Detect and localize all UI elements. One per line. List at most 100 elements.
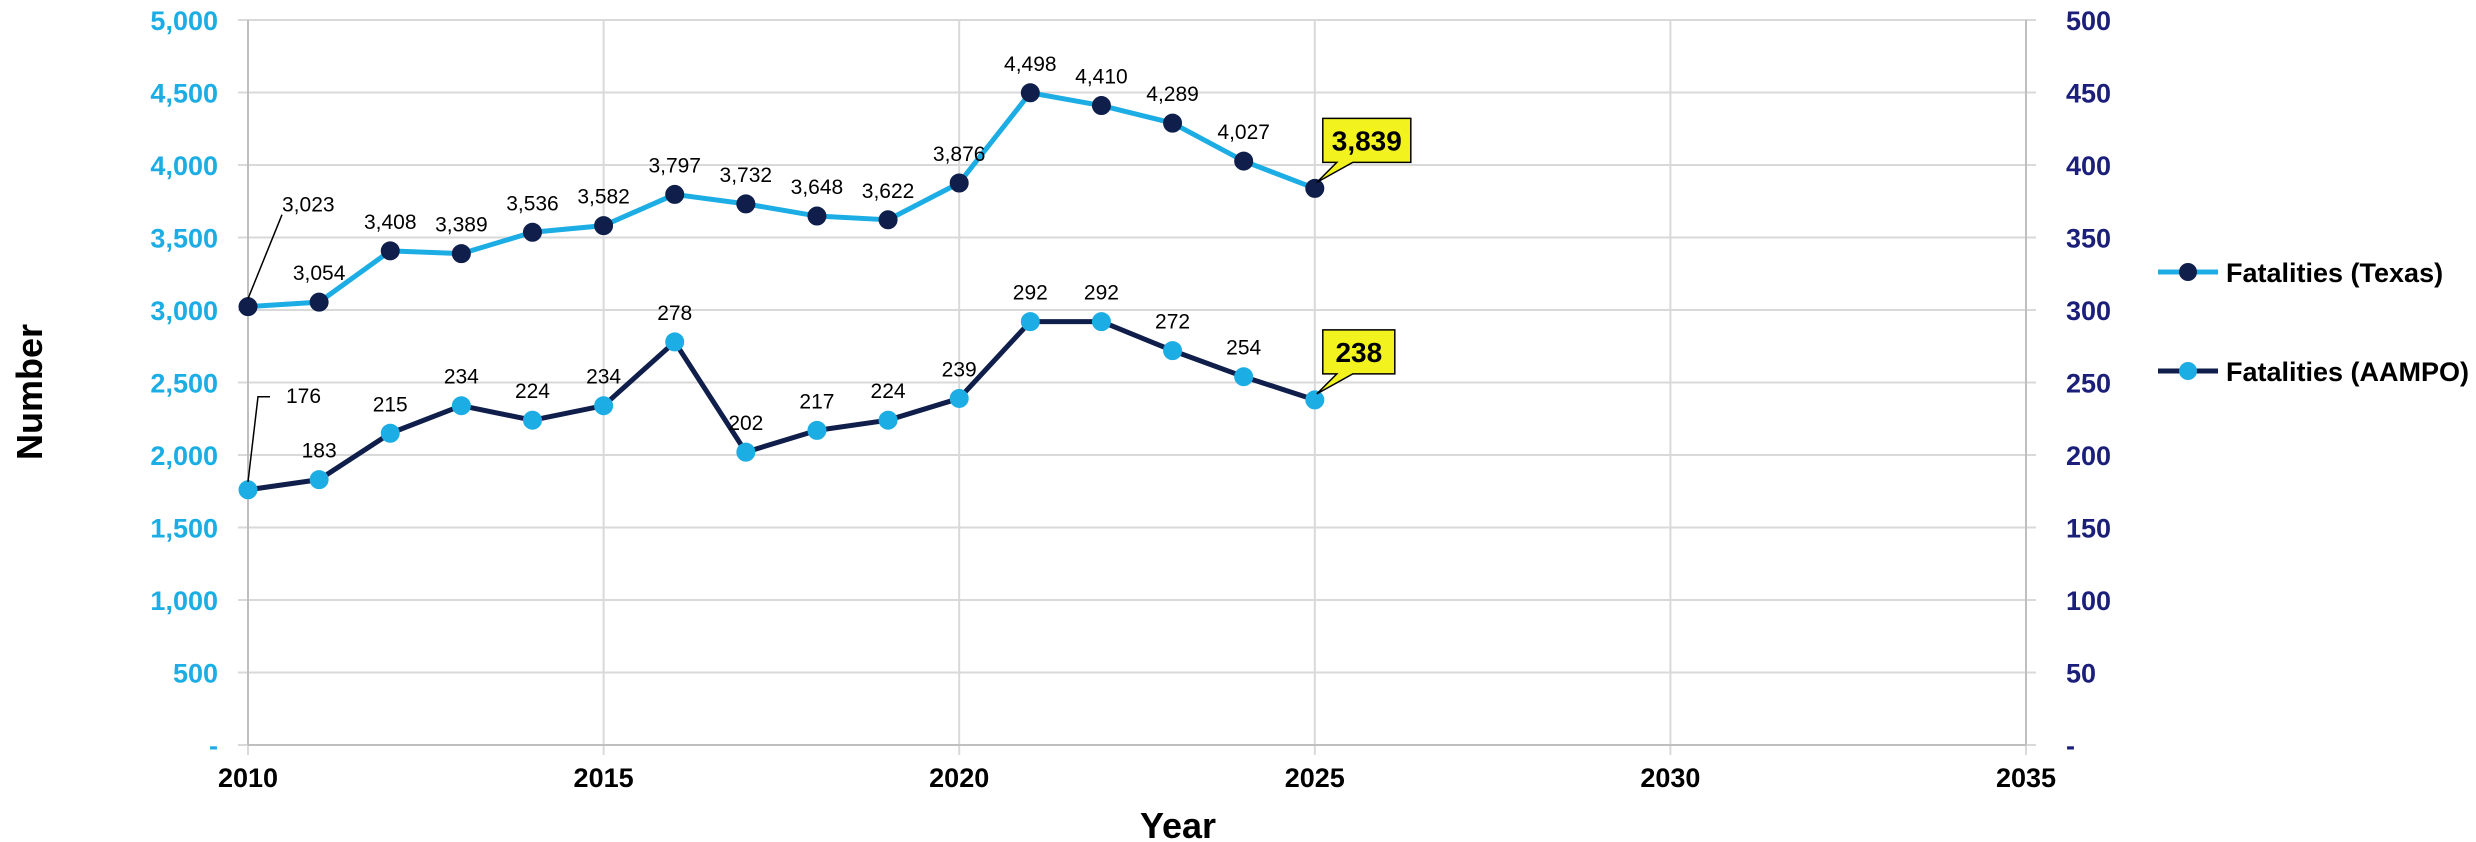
y-left-tick-label: 5,000 xyxy=(150,6,218,36)
x-tick-label: 2015 xyxy=(574,763,634,793)
y-right-tick-label: 200 xyxy=(2066,441,2111,471)
callout-box xyxy=(1316,117,1412,184)
callout-box xyxy=(1316,329,1396,395)
series-layer xyxy=(238,83,1325,500)
data-label: 4,289 xyxy=(1146,83,1199,106)
data-label: 3,582 xyxy=(577,186,630,209)
y-left-tick-label: 1,500 xyxy=(150,514,218,544)
series-line-0 xyxy=(247,90,1316,310)
data-label: 4,498 xyxy=(1004,53,1057,76)
series-point-0 xyxy=(522,222,542,242)
series-point-1 xyxy=(238,480,258,500)
series-point-1 xyxy=(594,396,614,416)
series-point-1 xyxy=(1163,341,1183,361)
series-point-0 xyxy=(1020,83,1040,103)
data-label: 3,054 xyxy=(293,262,346,285)
series-line-1 xyxy=(247,319,1316,493)
series-point-0 xyxy=(807,206,827,226)
data-label: 4,410 xyxy=(1075,66,1128,89)
y-right-tick-label: 400 xyxy=(2066,151,2111,181)
series-point-1 xyxy=(451,396,471,416)
y-right-tick-label: 450 xyxy=(2066,79,2111,109)
data-label: 3,536 xyxy=(506,192,559,215)
legend: Fatalities (Texas) Fatalities (AAMPO) xyxy=(2158,258,2469,387)
series-point-0 xyxy=(451,244,471,264)
data-label: 272 xyxy=(1155,311,1190,334)
data-label: 183 xyxy=(302,440,337,463)
data-label: 278 xyxy=(657,302,692,325)
y-right-tick-label: 50 xyxy=(2066,659,2096,689)
series-point-1 xyxy=(1091,312,1111,332)
y-right-tick-label: 100 xyxy=(2066,586,2111,616)
data-label: 215 xyxy=(373,393,408,416)
y-right-tick-label: 250 xyxy=(2066,369,2111,399)
data-label: 217 xyxy=(799,390,834,413)
y-left-tick-label: - xyxy=(209,731,218,761)
series-point-0 xyxy=(594,216,614,236)
x-tick-label: 2035 xyxy=(1996,763,2056,793)
series-point-0 xyxy=(309,292,329,312)
series-point-1 xyxy=(1305,390,1325,410)
callout-label: 3,839 xyxy=(1332,125,1402,156)
data-label: 3,408 xyxy=(364,211,417,234)
y-left-tick-label: 4,500 xyxy=(150,79,218,109)
callout-label: 238 xyxy=(1335,337,1382,368)
y-right-tick-label: 500 xyxy=(2066,6,2111,36)
y-left-tick-label: 2,000 xyxy=(150,441,218,471)
axes: - - 500 50 1,000 100 1,500 150 2,000 200 2,500 250 3… xyxy=(150,6,2111,793)
data-label: 234 xyxy=(444,366,479,389)
series-point-0 xyxy=(1091,96,1111,116)
data-label: 3,622 xyxy=(862,180,915,203)
x-tick-label: 2020 xyxy=(929,763,989,793)
series-point-0 xyxy=(949,173,969,193)
series-point-1 xyxy=(807,420,827,440)
data-label: 4,027 xyxy=(1217,121,1270,144)
y-right-tick-label: 300 xyxy=(2066,296,2111,326)
series-point-0 xyxy=(1163,113,1183,133)
legend-label-0: Fatalities (Texas) xyxy=(2226,258,2443,288)
legend-marker-1 xyxy=(2179,362,2197,380)
x-tick-label: 2030 xyxy=(1640,763,1700,793)
y-left-tick-label: 4,000 xyxy=(150,151,218,181)
y-right-tick-label: 150 xyxy=(2066,514,2111,544)
series-point-0 xyxy=(736,194,756,214)
data-label: 234 xyxy=(586,366,621,389)
y-left-tick-label: 3,000 xyxy=(150,296,218,326)
data-label: 292 xyxy=(1013,282,1048,305)
y-left-tick-label: 3,500 xyxy=(150,224,218,254)
data-label: 224 xyxy=(871,380,906,403)
series-point-1 xyxy=(522,410,542,430)
data-label: 292 xyxy=(1084,282,1119,305)
data-label: 3,797 xyxy=(648,154,701,177)
series-point-1 xyxy=(380,423,400,443)
series-point-0 xyxy=(380,241,400,261)
data-label: 3,876 xyxy=(933,143,986,166)
legend-marker-0 xyxy=(2179,263,2197,281)
leader-line xyxy=(247,396,270,482)
data-label: 3,732 xyxy=(720,164,773,187)
y-right-tick-label: 350 xyxy=(2066,224,2111,254)
x-axis-title: Year xyxy=(1140,805,1216,842)
series-point-0 xyxy=(878,210,898,230)
data-label: 224 xyxy=(515,380,550,403)
x-tick-label: 2025 xyxy=(1285,763,1345,793)
series-point-0 xyxy=(1305,178,1325,198)
data-label: 176 xyxy=(286,385,321,408)
data-label: 3,389 xyxy=(435,214,488,237)
y-left-tick-label: 1,000 xyxy=(150,586,218,616)
data-labels: 3,023 3,054 3,408 3,389 3,536 3,582 3,797 3,732… xyxy=(247,53,1412,482)
leader-line xyxy=(247,214,283,299)
y-left-tick-label: 500 xyxy=(173,659,218,689)
y-axis-title: Number xyxy=(9,324,50,460)
series-point-0 xyxy=(1234,151,1254,171)
data-label: 239 xyxy=(942,358,977,381)
series-point-1 xyxy=(878,410,898,430)
legend-label-1: Fatalities (AAMPO) xyxy=(2226,357,2469,387)
x-tick-label: 2010 xyxy=(218,763,278,793)
data-label: 3,648 xyxy=(791,176,844,199)
series-point-1 xyxy=(309,470,329,490)
series-point-0 xyxy=(665,184,685,204)
series-point-0 xyxy=(238,297,258,317)
series-point-1 xyxy=(1234,367,1254,387)
